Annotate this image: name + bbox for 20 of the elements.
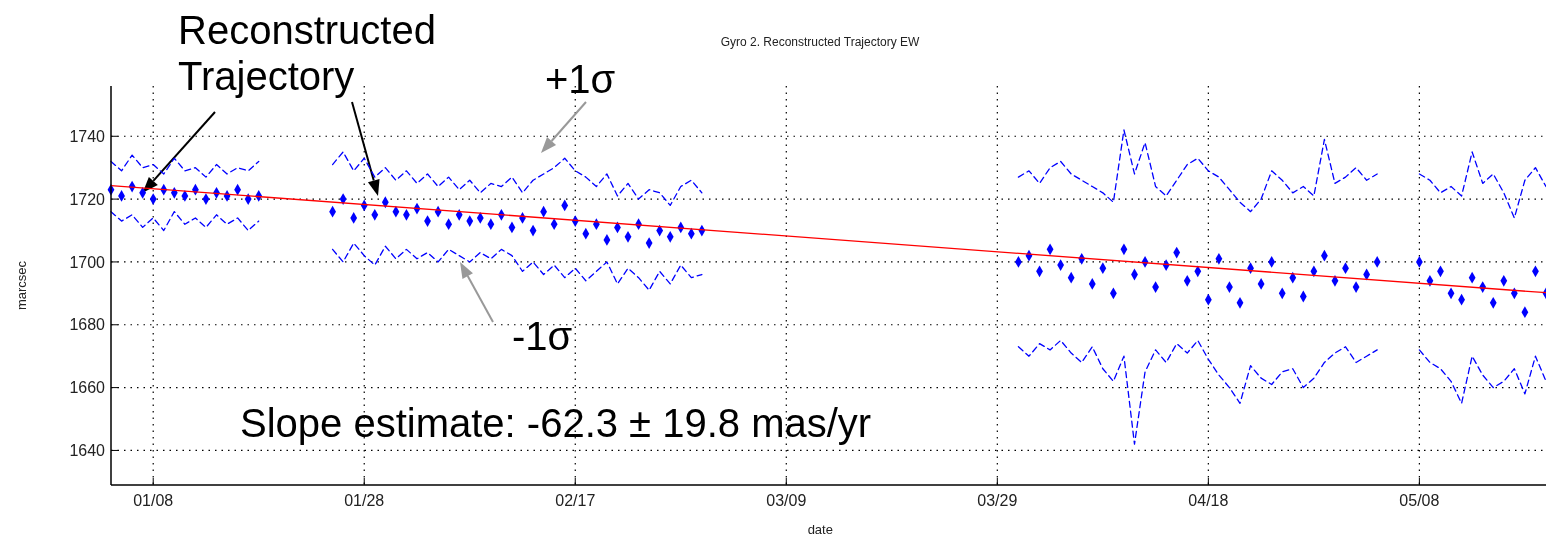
chart-title: Gyro 2. Reconstructed Trajectory EW	[720, 35, 921, 49]
x-tick-label: 04/18	[1188, 492, 1229, 509]
y-tick-label: 1700	[69, 253, 106, 271]
annotation: Slope estimate: -62.3 ± 19.8 mas/yr	[240, 401, 872, 445]
x-tick-label: 02/17	[555, 492, 596, 509]
y-tick-label: 1680	[69, 316, 106, 334]
y-axis-title: marcsec	[14, 260, 29, 311]
y-tick-label: 1740	[69, 127, 106, 145]
x-axis-title: date	[807, 522, 833, 537]
x-tick-label: 03/09	[766, 492, 807, 509]
x-tick-label: 01/08	[133, 492, 174, 509]
y-tick-label: 1640	[69, 442, 106, 460]
annotation: +1σ	[545, 57, 616, 101]
x-tick-label: 05/08	[1399, 492, 1440, 509]
annotation: -1σ	[512, 314, 573, 358]
y-tick-label: 1660	[69, 379, 106, 397]
annotation: Reconstructed Trajectory	[178, 8, 436, 98]
y-tick-label: 1720	[69, 190, 106, 208]
x-tick-label: 03/29	[977, 492, 1018, 509]
x-tick-label: 01/28	[344, 492, 385, 509]
